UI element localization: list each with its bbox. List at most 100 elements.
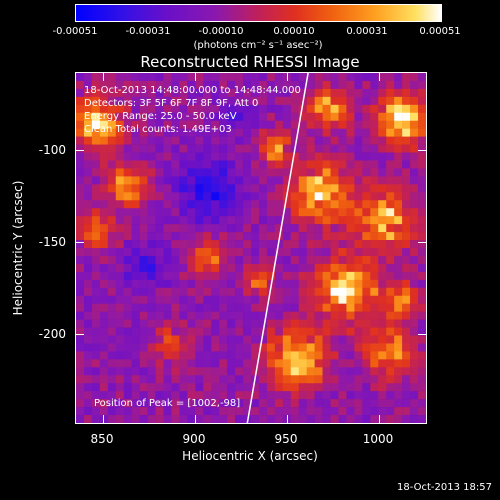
heatmap-cell <box>227 383 236 392</box>
heatmap-cell <box>195 279 204 289</box>
heatmap-cell <box>346 168 355 177</box>
heatmap-cell <box>195 88 204 98</box>
heatmap-cell <box>338 415 347 423</box>
heatmap-cell <box>394 168 403 177</box>
heatmap-cell <box>163 144 172 153</box>
heatmap-cell <box>76 375 85 384</box>
heatmap-cell <box>195 208 204 217</box>
heatmap-cell <box>290 359 300 368</box>
heatmap-cell <box>163 383 172 392</box>
heatmap-cell <box>203 184 212 193</box>
heatmap-cell <box>346 248 355 257</box>
heatmap-cell <box>99 112 109 122</box>
heatmap-cell <box>370 263 379 273</box>
heatmap-cell <box>370 208 379 217</box>
heatmap-cell <box>258 144 268 153</box>
heatmap-cell <box>282 407 292 416</box>
heatmap-cell <box>155 391 164 400</box>
heatmap-cell <box>306 144 315 153</box>
heatmap-cell <box>378 255 387 265</box>
heatmap-cell <box>91 335 101 344</box>
heatmap-cell <box>227 224 236 233</box>
heatmap-cell <box>83 96 93 106</box>
heatmap-cell <box>76 144 85 153</box>
heatmap-cell <box>274 375 284 384</box>
heatmap-cell <box>211 407 220 416</box>
heatmap-cell <box>266 248 276 257</box>
colorbar <box>75 4 442 22</box>
heatmap-cell <box>147 367 156 376</box>
heatmap-cell <box>123 136 132 145</box>
heatmap-cell <box>362 192 371 201</box>
heatmap-cell <box>76 73 85 82</box>
heatmap-cell <box>76 80 85 90</box>
heatmap-cell <box>290 287 300 297</box>
heatmap-cell <box>163 271 172 281</box>
heatmap-cell <box>243 351 252 360</box>
heatmap-cell <box>91 216 101 225</box>
heatmap-cell <box>179 295 188 304</box>
heatmap-cell <box>418 88 426 98</box>
heatmap-cell <box>314 176 323 185</box>
heatmap-cell <box>282 351 292 360</box>
heatmap-cell <box>354 104 363 114</box>
heatmap-cell <box>243 128 252 137</box>
heatmap-cell <box>338 383 347 392</box>
heatmap-cell <box>163 407 172 416</box>
heatmap-cell <box>282 120 292 129</box>
heatmap-cell <box>243 415 252 423</box>
heatmap-cell <box>370 240 379 249</box>
heatmap-cell <box>354 112 363 122</box>
heatmap-cell <box>115 295 125 304</box>
x-tick-label: 900 <box>182 432 206 446</box>
heatmap-cell <box>131 327 140 336</box>
heatmap-cell <box>354 224 363 233</box>
heatmap-cell <box>76 327 85 336</box>
heatmap-cell <box>298 80 307 90</box>
heatmap-cell <box>314 224 323 233</box>
heatmap-cell <box>91 287 101 297</box>
heatmap-cell <box>163 287 172 297</box>
heatmap-cell <box>410 279 419 289</box>
heatmap-cell <box>227 295 236 304</box>
heatmap-cell <box>298 160 307 169</box>
heatmap-cell <box>203 112 212 122</box>
heatmap-cell <box>266 192 276 201</box>
heatmap-cell <box>211 335 220 344</box>
heatmap-cell <box>282 88 292 98</box>
heatmap-cell <box>139 73 148 82</box>
heatmap-cell <box>346 327 355 336</box>
heatmap-cell <box>211 88 220 98</box>
heatmap-cell <box>394 271 403 281</box>
heatmap-cell <box>306 176 315 185</box>
heatmap-cell <box>211 216 220 225</box>
heatmap-cell <box>76 112 85 122</box>
heatmap-cell <box>123 327 132 336</box>
heatmap-cell <box>418 327 426 336</box>
heatmap-cell <box>115 303 125 312</box>
heatmap-cell <box>163 184 172 193</box>
heatmap-cell <box>346 351 355 360</box>
heatmap-cell <box>346 255 355 265</box>
heatmap-cell <box>306 367 315 376</box>
heatmap-cell <box>378 232 387 241</box>
heatmap-cell <box>346 232 355 241</box>
heatmap-cell <box>306 184 315 193</box>
heatmap-cell <box>243 367 252 376</box>
heatmap-cell <box>107 136 117 145</box>
heatmap-cell <box>211 255 220 265</box>
heatmap-cell <box>394 73 403 82</box>
heatmap-cell <box>203 144 212 153</box>
heatmap-cell <box>314 287 323 297</box>
heatmap-cell <box>227 407 236 416</box>
y-tick-mark <box>76 334 84 336</box>
heatmap-cell <box>402 255 411 265</box>
heatmap-cell <box>410 359 419 368</box>
heatmap-cell <box>418 168 426 177</box>
heatmap-cell <box>115 383 125 392</box>
heatmap-cell <box>107 359 117 368</box>
heatmap-cell <box>386 351 395 360</box>
heatmap-cell <box>155 80 164 90</box>
heatmap-cell <box>99 367 109 376</box>
heatmap-cell <box>107 216 117 225</box>
